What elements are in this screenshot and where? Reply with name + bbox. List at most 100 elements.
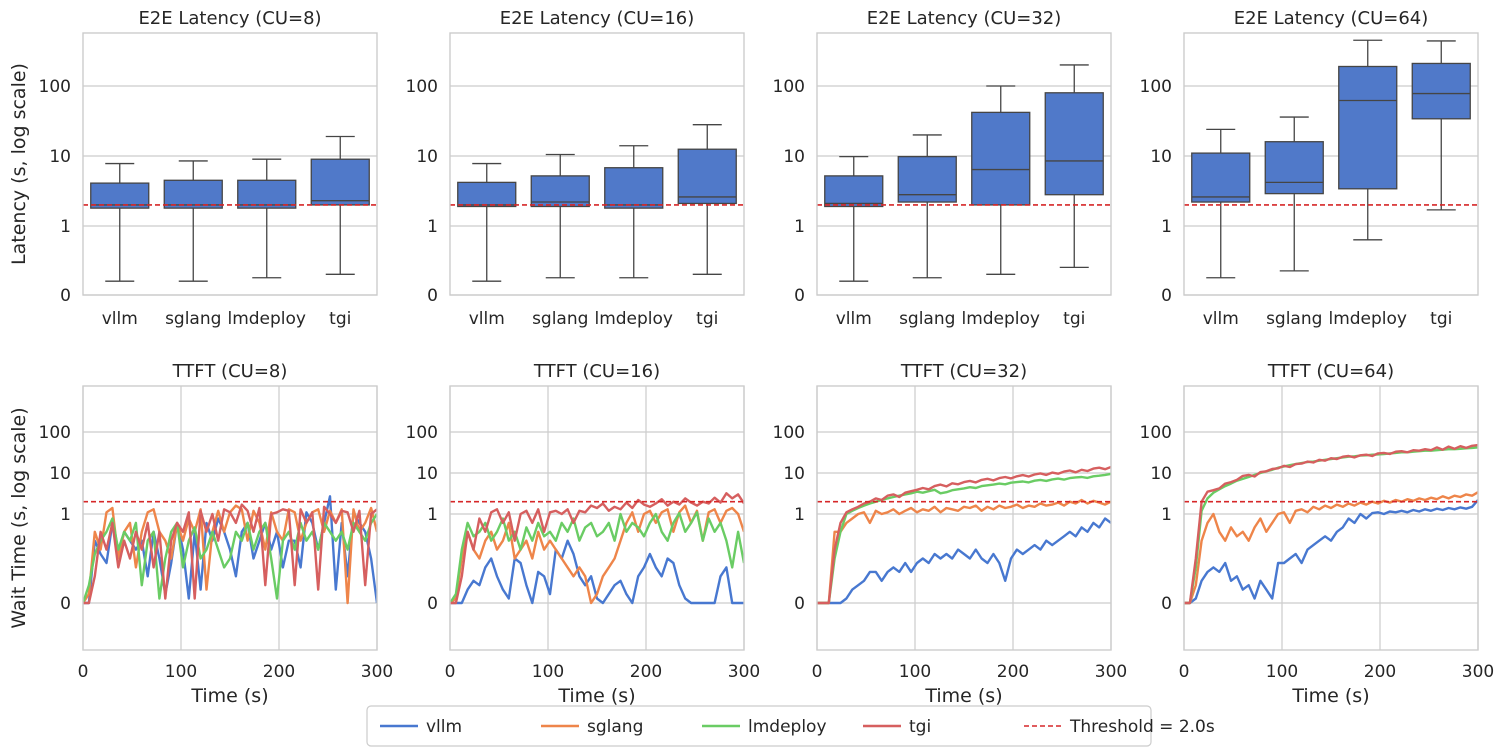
series-line-tgi [1184, 443, 1478, 605]
y-axis-label: Wait Time (s, log scale) [8, 407, 30, 628]
box-tgi [677, 148, 737, 205]
legend-label-threshold: Threshold = 2.0s [1069, 717, 1215, 737]
x-tick-label: 200 [997, 662, 1029, 682]
box-sglang [163, 179, 223, 209]
subplot-title: E2E Latency (CU=16) [500, 8, 695, 29]
subplot-title: TTFT (CU=8) [172, 361, 288, 382]
y-tick-label: 10 [416, 464, 438, 484]
y-axis-label: Latency (s, log scale) [8, 63, 30, 265]
y-tick-label: 100 [773, 423, 805, 443]
subplot-3: 0 1 10 100 vllm sglang lmdeploy tgi E2E Latency … [773, 8, 1112, 329]
x-tick-label: 300 [728, 662, 760, 682]
x-tick-label: 200 [263, 662, 295, 682]
axes-frame [816, 385, 1112, 651]
series-line-lmdeploy [450, 511, 744, 604]
subplot-title: E2E Latency (CU=64) [1234, 8, 1429, 29]
x-axis-label: Time (s) [1291, 685, 1369, 707]
axes-frame [1183, 385, 1479, 651]
x-tick-label: sglang [165, 309, 221, 329]
x-tick-label: 200 [1364, 662, 1396, 682]
box-lmdeploy [237, 179, 297, 209]
box-tgi [1044, 92, 1104, 196]
x-tick-label: 300 [361, 662, 393, 682]
y-tick-label: 100 [406, 423, 438, 443]
subplot-1: 0 1 10 100 vllm sglang lmdeploy tgi E2E Latency … [8, 8, 378, 329]
x-tick-label: vllm [836, 309, 872, 329]
x-tick-label: vllm [469, 309, 505, 329]
x-tick-label: 100 [532, 662, 564, 682]
series-group [1184, 443, 1478, 605]
axes-frame [449, 385, 745, 651]
box-lmdeploy [1338, 65, 1398, 190]
x-tick-label: 0 [445, 662, 456, 682]
y-tick-label: 10 [1150, 464, 1172, 484]
legend-label-tgi: tgi [909, 717, 931, 737]
legend-label-sglang: sglang [587, 717, 643, 737]
subplot-7: 0 1 10 100 0 100 200 300 Time (s) TTFT (CU=32) [773, 361, 1128, 707]
y-tick-label: 100 [1140, 423, 1172, 443]
series-line-tgi [817, 465, 1111, 605]
y-tick-label: 1 [1161, 505, 1172, 525]
series-line-vllm [817, 517, 1111, 605]
subplot-title: E2E Latency (CU=32) [867, 8, 1062, 29]
y-tick-label: 0 [1161, 594, 1172, 614]
subplot-title: E2E Latency (CU=8) [138, 8, 321, 29]
x-tick-label: 100 [165, 662, 197, 682]
y-tick-label: 1 [60, 505, 71, 525]
series-line-sglang [450, 504, 744, 605]
box-sglang [1264, 141, 1324, 195]
box-vllm [90, 182, 150, 209]
x-tick-label: sglang [1266, 309, 1322, 329]
x-tick-label: 0 [78, 662, 89, 682]
y-tick-label: 0 [427, 594, 438, 614]
subplot-2: 0 1 10 100 vllm sglang lmdeploy tgi E2E Latency … [406, 8, 745, 329]
series-line-lmdeploy [817, 472, 1111, 605]
series-group [817, 465, 1111, 605]
y-tick-label: 100 [39, 77, 71, 97]
box-vllm [457, 181, 517, 208]
x-tick-label: tgi [696, 309, 718, 329]
series-line-sglang [817, 498, 1111, 605]
series-line-lmdeploy [1184, 446, 1478, 605]
legend-label-lmdeploy: lmdeploy [748, 717, 827, 737]
y-tick-label: 0 [60, 286, 71, 306]
y-tick-label: 1 [427, 217, 438, 237]
y-tick-label: 0 [794, 286, 805, 306]
y-tick-label: 10 [49, 147, 71, 167]
axes-frame [816, 32, 1112, 296]
legend: vllm sglang lmdeploy tgi Threshold = 2.0s [366, 705, 1215, 747]
box-tgi [1411, 62, 1471, 120]
axes-frame [449, 32, 745, 296]
x-axis-label: Time (s) [190, 685, 268, 707]
x-tick-label: lmdeploy [1328, 309, 1407, 329]
x-tick-label: lmdeploy [227, 309, 306, 329]
y-tick-label: 10 [49, 464, 71, 484]
y-tick-label: 1 [794, 505, 805, 525]
subplot-8: 0 1 10 100 0 100 200 300 Time (s) TTFT (CU=64) [1140, 361, 1495, 707]
y-tick-label: 10 [783, 147, 805, 167]
series-line-lmdeploy [83, 513, 377, 604]
y-tick-label: 100 [406, 77, 438, 97]
x-tick-label: 100 [899, 662, 931, 682]
x-tick-label: 0 [812, 662, 823, 682]
y-tick-label: 100 [773, 77, 805, 97]
x-tick-label: tgi [329, 309, 351, 329]
y-tick-label: 1 [60, 217, 71, 237]
y-tick-label: 0 [427, 286, 438, 306]
series-line-sglang [1184, 491, 1478, 605]
series-line-vllm [450, 539, 744, 605]
y-tick-label: 10 [783, 464, 805, 484]
x-tick-label: 200 [630, 662, 662, 682]
x-tick-label: 0 [1179, 662, 1190, 682]
x-tick-label: vllm [1203, 309, 1239, 329]
x-tick-label: tgi [1063, 309, 1085, 329]
y-tick-label: 0 [1161, 286, 1172, 306]
x-tick-label: 100 [1266, 662, 1298, 682]
x-tick-label: lmdeploy [594, 309, 673, 329]
subplot-5: 0 1 10 100 0 100 200 300 Time (s) TTFT (CU=8) Wait… [8, 361, 393, 707]
x-tick-label: sglang [532, 309, 588, 329]
series-group [83, 495, 377, 605]
axes-frame [1183, 32, 1479, 296]
x-tick-label: 300 [1462, 662, 1494, 682]
